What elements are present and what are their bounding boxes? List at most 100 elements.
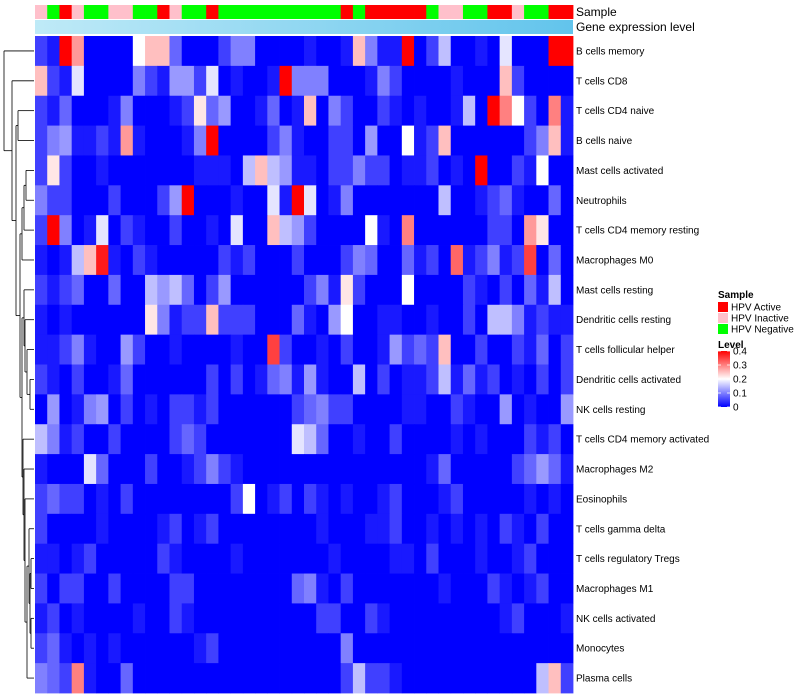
heatmap-cell — [475, 36, 488, 67]
heatmap-cell — [206, 663, 219, 694]
heatmap-cell — [352, 633, 366, 664]
heatmap-cell — [120, 95, 134, 126]
heatmap-cell — [96, 245, 109, 276]
heatmap-cell — [193, 633, 207, 664]
heatmap-cell — [377, 424, 390, 455]
heatmap-cell — [47, 334, 60, 365]
heatmap-cell — [511, 125, 525, 156]
heatmap-cell — [340, 633, 354, 664]
heatmap-cell — [316, 36, 329, 67]
heatmap-cell — [328, 215, 342, 246]
heatmap-cell — [96, 543, 109, 574]
heatmap-cell — [340, 543, 354, 574]
heatmap-cell — [414, 274, 427, 306]
heatmap-cell — [279, 603, 293, 634]
heatmap-cell — [169, 155, 183, 186]
heatmap-cell — [255, 513, 268, 545]
heatmap-cell — [157, 483, 170, 515]
heatmap-cell — [328, 424, 342, 455]
heatmap-cell — [108, 483, 121, 515]
heatmap-cell — [414, 215, 427, 246]
heatmap-cell — [401, 424, 415, 455]
heatmap-cell — [438, 334, 452, 365]
heatmap-cell — [132, 454, 146, 485]
heatmap-cell — [462, 483, 476, 515]
heatmap-cell — [304, 36, 317, 67]
heatmap-cell — [377, 155, 390, 186]
heatmap-cell — [352, 274, 366, 306]
heatmap-cell — [206, 304, 219, 336]
heatmap-cell — [475, 603, 488, 634]
heatmap-cell — [255, 454, 268, 485]
heatmap-cell — [242, 483, 256, 515]
heatmap-cell — [96, 125, 109, 156]
heatmap-cell — [71, 245, 85, 276]
heatmap-cell — [499, 633, 513, 664]
heatmap-cell — [267, 245, 280, 276]
heatmap-cell — [450, 603, 464, 634]
heatmap-cell — [414, 185, 427, 216]
heatmap-cell — [120, 454, 134, 485]
heatmap-cell — [35, 424, 48, 455]
heatmap-cell — [487, 394, 501, 425]
heatmap-cell — [304, 65, 317, 97]
heatmap-cell — [304, 394, 317, 425]
heatmap-cell — [132, 424, 146, 455]
sample-track-label: Sample — [576, 5, 617, 19]
heatmap-cell — [377, 304, 390, 336]
heatmap-cell — [230, 334, 244, 365]
heatmap-cell — [304, 603, 317, 634]
heatmap-cell — [35, 483, 48, 515]
heatmap-cell — [193, 364, 207, 395]
heatmap-cell — [560, 394, 574, 425]
heatmap-cell — [157, 125, 170, 156]
heatmap-cell — [132, 65, 146, 97]
heatmap-cell — [377, 36, 390, 67]
heatmap-cell — [242, 633, 256, 664]
heatmap-cell — [450, 274, 464, 306]
heatmap-cell — [414, 65, 427, 97]
heatmap-cell — [524, 454, 537, 485]
heatmap-cell — [524, 36, 537, 67]
heatmap-cell — [450, 245, 464, 276]
heatmap-cell — [169, 215, 183, 246]
heatmap-cell — [389, 334, 403, 365]
heatmap-cell — [352, 394, 366, 425]
heatmap-cell — [242, 454, 256, 485]
heatmap-cell — [206, 573, 219, 604]
heatmap-cell — [450, 573, 464, 604]
heatmap-cell — [47, 304, 60, 336]
heatmap-cell — [230, 215, 244, 246]
heatmap-cell — [120, 663, 134, 694]
heatmap-cell — [511, 663, 525, 694]
heatmap-cell — [328, 155, 342, 186]
heatmap-cell — [414, 633, 427, 664]
heatmap-cell — [462, 573, 476, 604]
heatmap-cell — [267, 663, 280, 694]
heatmap-cell — [291, 155, 305, 186]
heatmap-cell — [71, 65, 85, 97]
heatmap-cell — [316, 185, 329, 216]
heatmap-cell — [499, 454, 513, 485]
heatmap-cell — [145, 483, 158, 515]
heatmap-cell — [181, 364, 195, 395]
heatmap-cell — [120, 215, 134, 246]
heatmap-cell — [426, 603, 439, 634]
heatmap-cell — [193, 603, 207, 634]
heatmap-cell — [340, 304, 354, 336]
heatmap-cell — [47, 36, 60, 67]
heatmap-cell — [377, 364, 390, 395]
heatmap-cell — [389, 185, 403, 216]
heatmap-cell — [193, 125, 207, 156]
legend-swatch — [718, 313, 728, 323]
heatmap-cell — [560, 454, 574, 485]
heatmap-cell — [230, 424, 244, 455]
heatmap-cell — [401, 334, 415, 365]
heatmap-cell — [120, 65, 134, 97]
heatmap-cell — [291, 573, 305, 604]
heatmap-cell — [71, 573, 85, 604]
heatmap-cell — [304, 155, 317, 186]
heatmap-cell — [255, 424, 268, 455]
heatmap-cell — [316, 245, 329, 276]
heatmap-cell — [426, 663, 439, 694]
